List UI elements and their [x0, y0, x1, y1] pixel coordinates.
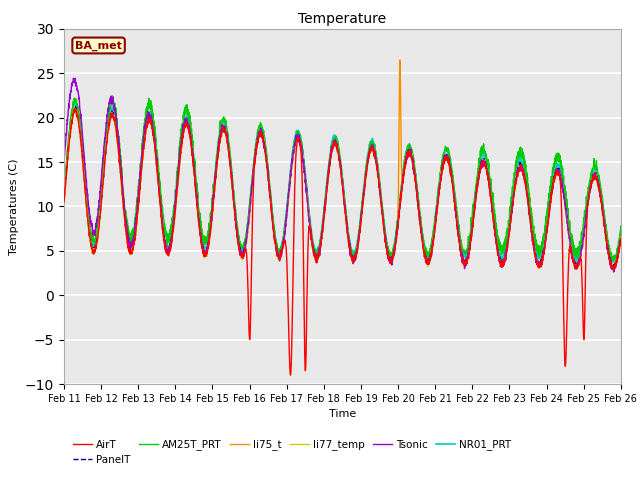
Tsonic	[237, 251, 244, 257]
AirT	[287, 372, 294, 378]
AirT	[520, 171, 527, 177]
Tsonic	[413, 193, 420, 199]
AirT	[413, 195, 421, 201]
AirT	[60, 199, 68, 205]
Tsonic	[60, 159, 68, 165]
AirT	[617, 236, 625, 241]
Tsonic	[479, 160, 486, 166]
AirT	[70, 106, 78, 112]
NR01_PRT	[609, 260, 617, 265]
li75_t	[413, 193, 420, 199]
li75_t	[617, 234, 625, 240]
PanelT	[449, 181, 456, 187]
PanelT	[72, 104, 79, 109]
NR01_PRT	[449, 174, 456, 180]
li77_temp	[449, 180, 456, 186]
AM25T_PRT	[237, 243, 244, 249]
Line: AirT: AirT	[64, 109, 621, 375]
AM25T_PRT	[610, 258, 618, 264]
PanelT	[413, 188, 420, 194]
PanelT	[617, 232, 625, 238]
NR01_PRT	[413, 183, 420, 189]
Y-axis label: Temperatures (C): Temperatures (C)	[10, 158, 19, 255]
li75_t	[449, 184, 456, 190]
li75_t	[396, 57, 404, 63]
NR01_PRT	[60, 192, 68, 198]
li75_t	[60, 198, 68, 204]
NR01_PRT	[617, 228, 625, 234]
li77_temp	[413, 188, 420, 194]
NR01_PRT	[479, 152, 486, 158]
li77_temp	[479, 163, 486, 168]
AirT	[237, 252, 244, 258]
Line: Tsonic: Tsonic	[64, 78, 621, 272]
AM25T_PRT	[449, 173, 456, 179]
li77_temp	[617, 235, 625, 241]
Title: Temperature: Temperature	[298, 12, 387, 26]
AirT	[479, 162, 486, 168]
li77_temp	[71, 106, 79, 111]
Line: AM25T_PRT: AM25T_PRT	[64, 96, 621, 261]
Text: BA_met: BA_met	[75, 40, 122, 50]
Line: li77_temp: li77_temp	[64, 108, 621, 271]
PanelT	[60, 198, 68, 204]
PanelT	[449, 178, 456, 184]
AirT	[449, 184, 457, 190]
li75_t	[237, 252, 244, 257]
AM25T_PRT	[413, 183, 420, 189]
AM25T_PRT	[449, 173, 456, 179]
li77_temp	[449, 183, 456, 189]
Tsonic	[449, 180, 456, 186]
NR01_PRT	[72, 99, 79, 105]
AM25T_PRT	[617, 223, 625, 229]
AM25T_PRT	[60, 187, 68, 193]
PanelT	[237, 249, 244, 255]
AM25T_PRT	[109, 93, 116, 99]
Line: NR01_PRT: NR01_PRT	[64, 102, 621, 263]
li75_t	[479, 160, 486, 166]
li77_temp	[611, 268, 618, 274]
Tsonic	[70, 75, 77, 81]
Line: li75_t: li75_t	[64, 60, 621, 269]
Tsonic	[617, 236, 625, 242]
li77_temp	[520, 168, 527, 174]
li75_t	[520, 170, 527, 176]
Legend: AirT, PanelT, AM25T_PRT, li75_t, li77_temp, Tsonic, NR01_PRT: AirT, PanelT, AM25T_PRT, li75_t, li77_te…	[69, 435, 515, 469]
NR01_PRT	[520, 164, 527, 169]
PanelT	[520, 167, 527, 172]
NR01_PRT	[237, 245, 244, 251]
PanelT	[479, 157, 486, 163]
li77_temp	[60, 200, 68, 205]
li77_temp	[237, 252, 244, 257]
X-axis label: Time: Time	[329, 409, 356, 419]
AM25T_PRT	[479, 150, 486, 156]
PanelT	[610, 265, 618, 271]
Line: PanelT: PanelT	[64, 107, 621, 268]
AM25T_PRT	[520, 152, 527, 157]
li75_t	[449, 183, 456, 189]
Tsonic	[449, 180, 456, 185]
li75_t	[609, 266, 616, 272]
Tsonic	[610, 269, 618, 275]
AirT	[449, 185, 456, 191]
Tsonic	[520, 170, 527, 176]
NR01_PRT	[449, 176, 456, 182]
